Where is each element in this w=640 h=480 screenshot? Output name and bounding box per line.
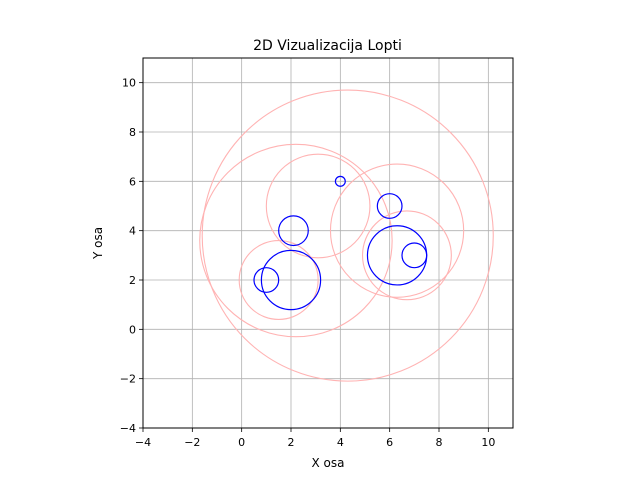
ball-circle (366, 225, 428, 286)
x-tick-label: 8 (436, 436, 443, 449)
ball-circle (334, 175, 346, 187)
bounding-circle (199, 143, 393, 338)
y-tick-label: 4 (129, 225, 136, 238)
axes-frame (142, 57, 514, 429)
x-axis: −4 −2 0 2 4 6 8 10 (135, 428, 495, 449)
plot-area (199, 89, 494, 382)
x-tick-label: −2 (184, 436, 200, 449)
x-axis-label: X osa (312, 456, 345, 470)
bounding-circle (329, 163, 465, 298)
x-tick-label: 4 (337, 436, 344, 449)
bounding-circle (265, 153, 371, 259)
ball-circle (260, 249, 322, 311)
ball-circle (278, 215, 309, 247)
bounding-circle (201, 89, 494, 382)
y-tick-label: −4 (120, 422, 136, 435)
y-tick-label: 8 (129, 126, 136, 139)
x-tick-label: 6 (386, 436, 393, 449)
bounding-circle (238, 239, 319, 321)
bounding-circle (361, 210, 452, 301)
x-tick-label: 0 (238, 436, 245, 449)
y-axis-label: Y osa (91, 227, 105, 260)
ball-circle (253, 267, 280, 293)
x-tick-label: −4 (135, 436, 151, 449)
y-tick-label: 2 (129, 274, 136, 287)
y-tick-label: 0 (129, 323, 136, 336)
y-tick-label: 6 (129, 175, 136, 188)
grid (142, 58, 513, 429)
chart-title: 2D Vizualizacija Lopti (253, 38, 402, 54)
y-axis: −4 −2 0 2 4 6 8 10 (120, 77, 143, 435)
x-tick-label: 2 (288, 436, 295, 449)
ball-circle (401, 242, 428, 269)
y-tick-label: −2 (120, 373, 136, 386)
x-tick-label: 10 (481, 436, 495, 449)
ball-circle (376, 193, 403, 219)
y-tick-label: 10 (122, 77, 136, 90)
